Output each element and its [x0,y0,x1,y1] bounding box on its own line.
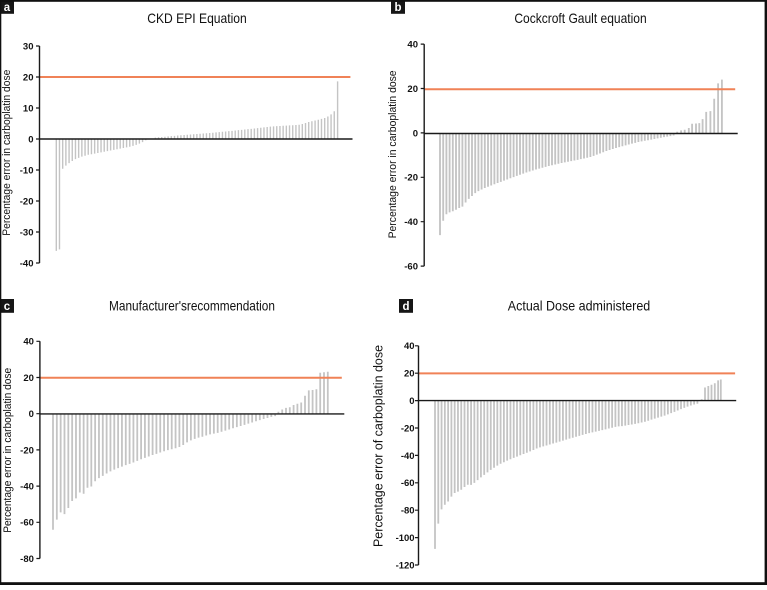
svg-text:Percentage error in carboplati: Percentage error in carboplatin dose [387,70,399,238]
svg-text:-20: -20 [20,196,34,207]
svg-text:-40: -40 [20,482,34,493]
svg-text:20: 20 [23,72,34,83]
svg-text:30: 30 [23,41,34,52]
svg-text:0: 0 [409,396,414,407]
svg-text:a: a [4,2,11,14]
svg-text:0: 0 [29,409,34,420]
svg-text:-60: -60 [401,478,415,489]
svg-text:40: 40 [404,341,415,352]
svg-text:-30: -30 [20,227,34,238]
svg-text:-40: -40 [404,217,418,228]
svg-text:Percentage error of carboplati: Percentage error of carboplatin dose [372,345,386,547]
svg-text:d: d [402,301,409,313]
svg-text:10: 10 [23,103,34,114]
svg-text:Cockcroft Gault equation: Cockcroft Gault equation [514,10,646,26]
svg-text:-100: -100 [396,533,415,544]
svg-text:Percentage error in carboplati: Percentage error in carboplatin dose [1,70,13,236]
svg-text:-60: -60 [404,262,418,273]
svg-text:Percentage error in carboplati: Percentage error in carboplatin dose [2,368,14,533]
svg-text:-80: -80 [20,554,34,565]
svg-text:40: 40 [23,337,34,348]
svg-text:-20: -20 [20,445,34,456]
svg-text:-80: -80 [401,506,415,517]
svg-text:-40: -40 [20,258,34,269]
svg-text:c: c [4,301,11,313]
svg-text:Manufacturer'srecommendation: Manufacturer'srecommendation [109,298,275,314]
svg-text:-60: -60 [20,518,34,529]
svg-text:CKD EPI Equation: CKD EPI Equation [147,10,247,26]
svg-text:0: 0 [413,128,418,139]
svg-text:-120: -120 [396,560,415,571]
svg-text:-40: -40 [401,451,415,462]
svg-text:Actual Dose administered: Actual Dose administered [508,298,651,314]
svg-text:-20: -20 [401,423,415,434]
svg-text:20: 20 [404,369,415,380]
svg-text:20: 20 [23,373,34,384]
svg-text:0: 0 [28,134,33,145]
svg-text:b: b [394,2,401,14]
svg-text:40: 40 [407,40,418,51]
svg-text:20: 20 [407,84,418,95]
svg-text:-10: -10 [20,165,34,176]
svg-text:-20: -20 [404,173,418,184]
